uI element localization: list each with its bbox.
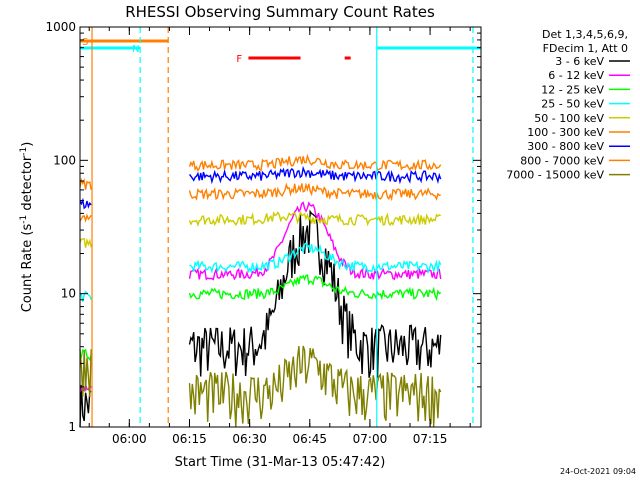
y-axis-label-exp2: -1: [19, 147, 29, 156]
x-tick-label: 07:15: [413, 432, 448, 446]
x-tick-label: 06:30: [232, 432, 267, 446]
y-axis-label-exp1: -1: [19, 215, 29, 224]
y-axis-label-mid: detector: [20, 155, 35, 215]
series-line: [79, 210, 442, 248]
chart-title: RHESSI Observing Summary Count Rates: [125, 3, 435, 21]
legend-entry-label: 7000 - 15000 keV: [506, 169, 604, 182]
y-tick-label: 1: [68, 420, 76, 434]
series-6: [79, 165, 442, 210]
legend-entry-label: 50 - 100 keV: [534, 112, 604, 125]
y-tick-label: 100: [53, 153, 76, 167]
legend-entry-label: 6 - 12 keV: [548, 69, 604, 82]
footer-timestamp: 24-Oct-2021 09:04: [560, 467, 636, 476]
x-tick-label: 06:15: [172, 432, 207, 446]
series-8: [79, 345, 442, 428]
flag-label: F: [236, 54, 242, 65]
legend-entry-label: 100 - 300 keV: [527, 126, 604, 139]
legend-entry-label: 12 - 25 keV: [541, 83, 604, 96]
x-tick-label: 07:00: [353, 432, 388, 446]
series-3: [79, 242, 442, 302]
flag-label: S: [82, 37, 88, 48]
legend-entry-label: 800 - 7000 keV: [520, 154, 604, 167]
series-5: [79, 182, 441, 223]
y-tick-label: 1000: [45, 20, 76, 34]
series-line: [79, 242, 442, 302]
markers-layer: [91, 27, 474, 427]
legend: Det 1,3,4,5,6,9,FDecim 1, Att 03 - 6 keV…: [506, 28, 630, 182]
y-axis-label-close: ): [20, 142, 35, 147]
series-0: [79, 209, 442, 428]
legend-entry-label: 300 - 800 keV: [527, 140, 604, 153]
x-tick-label: 06:00: [112, 432, 147, 446]
legend-header-line: Det 1,3,4,5,6,9,: [542, 28, 628, 41]
flags-layer: S N F: [80, 37, 481, 65]
legend-entry-label: 25 - 50 keV: [541, 98, 604, 111]
legend-header-line: FDecim 1, Att 0: [543, 42, 628, 55]
flag-label: N: [132, 44, 139, 55]
series-4: [79, 210, 442, 248]
y-axis-label: Count Rate (s-1 detector-1): [19, 142, 35, 313]
y-tick-label: 10: [61, 287, 76, 301]
series-line: [79, 165, 442, 210]
series-layer: [79, 153, 442, 428]
axes-layer: 1 10 100 1000 06:00 06:15 06:30 06:45 07:00 07:15: [45, 20, 481, 446]
series-line: [79, 345, 442, 428]
y-axis-label-main: Count Rate (s: [20, 224, 35, 313]
x-axis-label: Start Time (31-Mar-13 05:47:42): [175, 455, 386, 470]
legend-entry-label: 3 - 6 keV: [555, 55, 604, 68]
plot-frame: [79, 26, 482, 428]
series-line: [79, 182, 441, 223]
series-2: [79, 274, 442, 362]
x-tick-label: 06:45: [292, 432, 327, 446]
series-line: [79, 274, 442, 362]
series-line: [79, 209, 442, 428]
